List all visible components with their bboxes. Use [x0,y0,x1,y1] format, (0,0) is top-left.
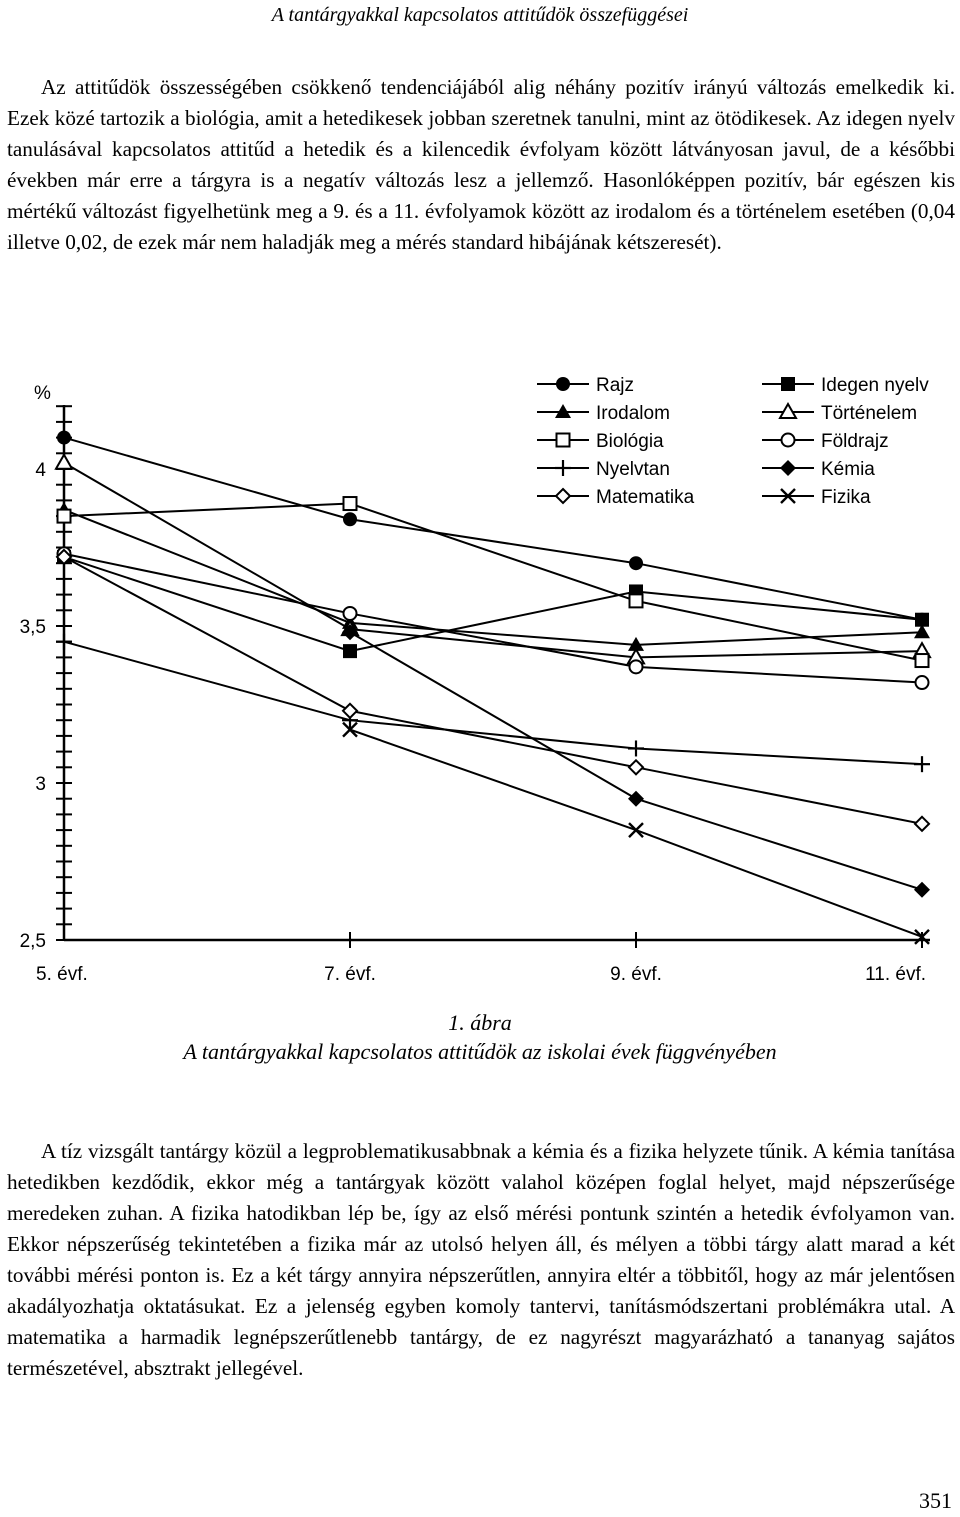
series-kémia [342,624,930,898]
legend-label: Matematika [596,487,695,508]
marker-square-filled [781,377,795,391]
legend-label: Biológia [596,431,664,452]
marker-triangle-open [54,452,74,470]
marker-diamond-filled [342,624,358,641]
legend-entry: Kémia [762,459,875,480]
series-line [63,508,923,646]
paragraph-1: Az attitűdök összességében csökkenő tend… [7,75,955,254]
attitude-line-chart: 2,5 3 3,5 4% 5. évf. 7. évf. 9. évf. 11. évf. R… [20,375,932,985]
legend-entry: Idegen nyelv [762,375,929,396]
marker-square-open [914,653,930,669]
series-matematika [55,548,931,833]
marker-triangle-filled [628,636,644,651]
marker-diamond-filled [914,881,930,898]
paragraph-2: A tíz vizsgált tantárgy közül a legprobl… [7,1139,955,1380]
figure-title: A tantárgyakkal kapcsolatos attitűdök az… [183,1039,777,1064]
series-line [63,502,923,662]
series-line [63,552,923,684]
marker-circle-open [914,675,930,691]
series-line [63,556,923,825]
page-number: 351 [919,1488,952,1513]
y-tick-label: 2,5 [20,931,46,952]
marker-square-filled [343,644,357,659]
legend-label: Nyelvtan [596,459,670,480]
legend-label: Történelem [821,403,917,424]
chart-legend: Rajz Idegen nyelv Irodalom Történelem Biológ… [537,375,929,508]
marker-circle-filled [57,430,71,445]
marker-square-open [628,593,644,609]
marker-circle-filled [556,377,570,391]
marker-diamond-open [341,702,359,720]
legend-entry: Fizika [762,487,871,508]
running-head: A tantárgyakkal kapcsolatos attitűdök ös… [271,4,689,26]
marker-diamond-open [55,548,73,566]
x-tick-label: 5. évf. [36,964,88,985]
series-line [63,461,923,659]
chart-axes: 2,5 3 3,5 4% 5. évf. 7. évf. 9. évf. 11. évf. [20,383,930,985]
marker-circle-open [780,432,796,448]
series-földrajz [56,546,930,691]
chart-lines [54,430,932,945]
y-tick-label: 3 [35,774,46,795]
y-axis-label: % [34,383,51,404]
legend-entry: Matematika [537,487,695,508]
marker-x [914,929,930,945]
marker-diamond-open [627,758,645,776]
series-line [63,640,923,766]
series-fizika [342,721,930,945]
y-tick-label: 3,5 [20,617,46,638]
marker-square-filled [915,612,929,627]
figure-number: 1. ábra [448,1010,512,1035]
series-line [63,436,923,621]
marker-triangle-filled [555,404,571,418]
series-idegen-nyelv [57,549,929,659]
marker-square-open [56,508,72,524]
x-tick-label: 9. évf. [610,964,662,985]
marker-circle-open [628,659,644,675]
legend-label: Rajz [596,375,634,396]
legend-entry: Irodalom [537,403,670,424]
legend-entry: Földrajz [762,431,889,452]
marker-circle-filled [629,556,643,571]
marker-diamond-open [554,487,572,505]
legend-entry: Nyelvtan [537,459,670,480]
series-irodalom [56,501,930,651]
legend-entry: Történelem [762,401,917,424]
marker-triangle-open [778,401,798,419]
marker-diamond-filled [780,460,796,476]
marker-diamond-filled [628,790,644,807]
marker-x [342,721,358,738]
y-tick-label: 4 [35,460,46,481]
legend-label: Kémia [821,459,875,480]
marker-diamond-open [913,815,931,833]
legend-entry: Biológia [537,431,664,452]
marker-x [780,488,796,504]
marker-triangle-filled [914,624,930,639]
marker-square-open [555,432,571,448]
legend-entry: Rajz [537,375,634,396]
marker-circle-filled [343,512,357,527]
legend-label: Földrajz [821,431,889,452]
series-line [63,555,923,653]
marker-circle-open [342,605,358,621]
marker-square-open [342,496,358,512]
legend-label: Fizika [821,487,871,508]
x-tick-label: 11. évf. [865,964,926,985]
legend-label: Irodalom [596,403,670,424]
series-biológia [56,496,930,669]
marker-x [628,822,644,838]
x-tick-label: 7. évf. [324,964,376,985]
legend-label: Idegen nyelv [821,375,929,396]
series-nyelvtan [56,633,930,773]
